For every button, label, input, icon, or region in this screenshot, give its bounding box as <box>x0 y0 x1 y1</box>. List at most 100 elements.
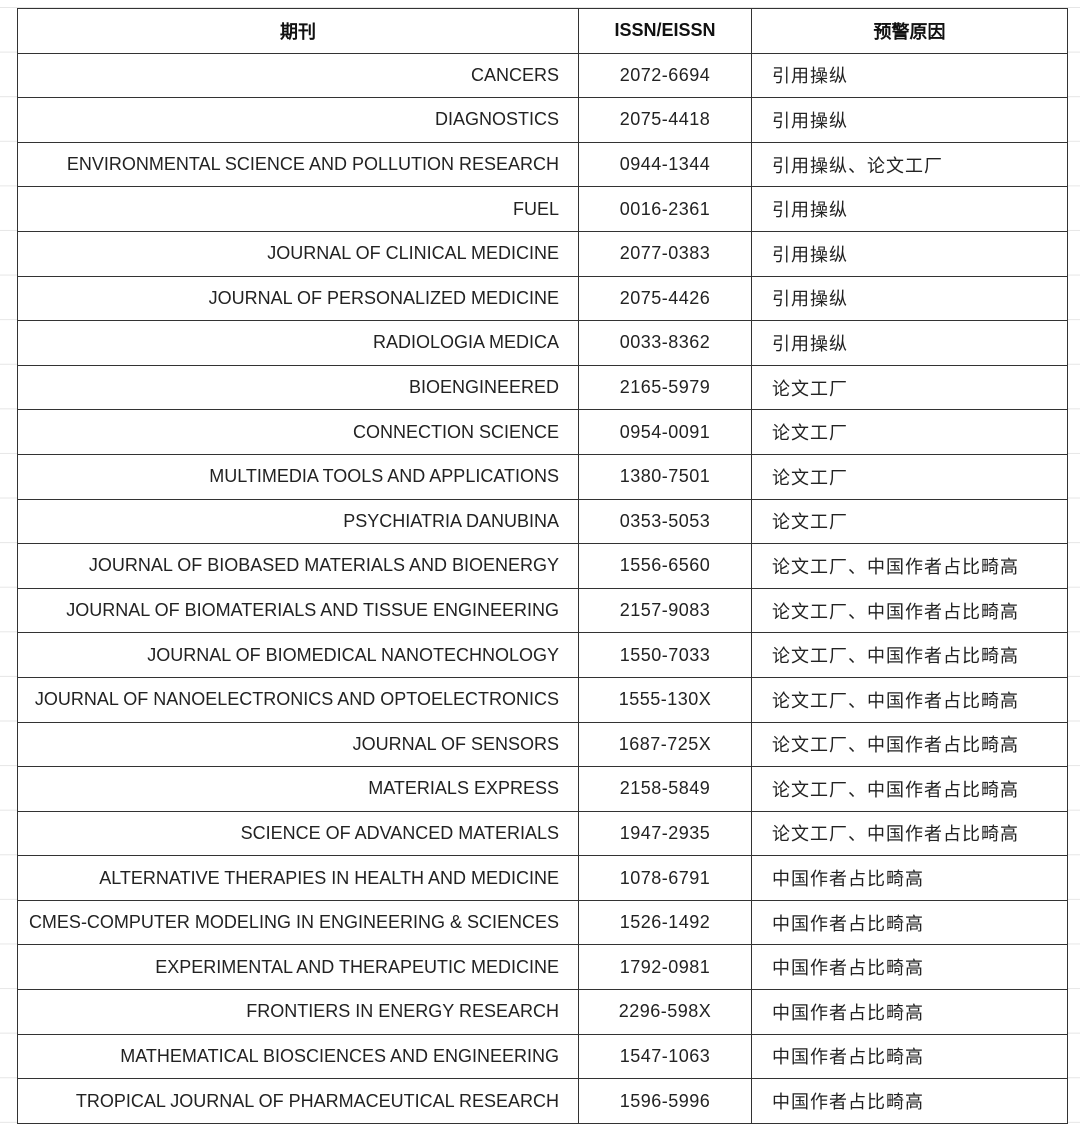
issn-cell: 1596-5996 <box>578 1078 752 1124</box>
journal-cell: EXPERIMENTAL AND THERAPEUTIC MEDICINE <box>17 944 579 991</box>
issn-cell: 1555-130X <box>578 676 752 723</box>
reason-cell: 中国作者占比畸高 <box>751 1078 1068 1124</box>
journal-cell: MATERIALS EXPRESS <box>17 766 579 812</box>
reason-cell: 引用操纵 <box>751 230 1068 277</box>
reason-cell: 引用操纵 <box>751 52 1068 99</box>
issn-cell: 2072-6694 <box>578 52 752 99</box>
reason-cell: 论文工厂 <box>751 364 1068 411</box>
issn-cell: 2165-5979 <box>578 364 752 411</box>
header-reason: 预警原因 <box>751 8 1068 54</box>
issn-cell: 0944-1344 <box>578 141 752 188</box>
table-row: FRONTIERS IN ENERGY RESEARCH 2296-598X 中国作… <box>17 989 1068 1035</box>
issn-cell: 2075-4418 <box>578 97 752 143</box>
table-row: FUEL 0016-2361 引用操纵 <box>17 186 1068 232</box>
reason-cell: 引用操纵 <box>751 320 1068 366</box>
journal-cell: DIAGNOSTICS <box>17 97 579 143</box>
table-row: JOURNAL OF BIOMEDICAL NANOTECHNOLOGY 1550… <box>17 632 1068 678</box>
issn-cell: 2075-4426 <box>578 275 752 322</box>
issn-cell: 1380-7501 <box>578 453 752 500</box>
reason-cell: 中国作者占比畸高 <box>751 989 1068 1035</box>
journal-cell: JOURNAL OF SENSORS <box>17 721 579 768</box>
table-row: JOURNAL OF SENSORS 1687-725X 论文工厂、中国作者占比畸高 <box>17 721 1068 768</box>
journal-cell: FUEL <box>17 186 579 232</box>
reason-cell: 论文工厂、中国作者占比畸高 <box>751 721 1068 768</box>
issn-cell: 2077-0383 <box>578 230 752 277</box>
journal-cell: JOURNAL OF NANOELECTRONICS AND OPTOELECT… <box>17 676 579 723</box>
journal-cell: MATHEMATICAL BIOSCIENCES AND ENGINEERING <box>17 1033 579 1080</box>
table-row: DIAGNOSTICS 2075-4418 引用操纵 <box>17 97 1068 143</box>
table-row: TROPICAL JOURNAL OF PHARMACEUTICAL RESEA… <box>17 1078 1068 1124</box>
reason-cell: 引用操纵 <box>751 275 1068 322</box>
journal-warning-table: 期刊 ISSN/EISSN 预警原因 CANCERS 2072-6694 引用操纵 D… <box>17 8 1068 1124</box>
reason-cell: 论文工厂、中国作者占比畸高 <box>751 766 1068 812</box>
reason-cell: 论文工厂 <box>751 453 1068 500</box>
issn-cell: 1526-1492 <box>578 899 752 946</box>
table-row: MULTIMEDIA TOOLS AND APPLICATIONS 1380-75… <box>17 453 1068 500</box>
issn-cell: 0016-2361 <box>578 186 752 232</box>
journal-cell: TROPICAL JOURNAL OF PHARMACEUTICAL RESEA… <box>17 1078 579 1124</box>
issn-cell: 1550-7033 <box>578 632 752 678</box>
reason-cell: 中国作者占比畸高 <box>751 1033 1068 1080</box>
table-row: JOURNAL OF NANOELECTRONICS AND OPTOELECT… <box>17 676 1068 723</box>
table-row: MATERIALS EXPRESS 2158-5849 论文工厂、中国作者占比畸高 <box>17 766 1068 812</box>
reason-cell: 中国作者占比畸高 <box>751 899 1068 946</box>
reason-cell: 引用操纵 <box>751 97 1068 143</box>
issn-cell: 2296-598X <box>578 989 752 1035</box>
journal-cell: JOURNAL OF BIOMEDICAL NANOTECHNOLOGY <box>17 632 579 678</box>
issn-cell: 0954-0091 <box>578 409 752 455</box>
reason-cell: 论文工厂、中国作者占比畸高 <box>751 587 1068 634</box>
table-row: SCIENCE OF ADVANCED MATERIALS 1947-2935 论文… <box>17 810 1068 857</box>
issn-cell: 1078-6791 <box>578 855 752 901</box>
reason-cell: 中国作者占比畸高 <box>751 855 1068 901</box>
journal-cell: JOURNAL OF PERSONALIZED MEDICINE <box>17 275 579 322</box>
table-row: ALTERNATIVE THERAPIES IN HEALTH AND MEDI… <box>17 855 1068 901</box>
header-issn: ISSN/EISSN <box>578 8 752 54</box>
table-row: EXPERIMENTAL AND THERAPEUTIC MEDICINE 179… <box>17 944 1068 991</box>
issn-cell: 0033-8362 <box>578 320 752 366</box>
table-row: ENVIRONMENTAL SCIENCE AND POLLUTION RESE… <box>17 141 1068 188</box>
table-row: JOURNAL OF CLINICAL MEDICINE 2077-0383 引用操… <box>17 230 1068 277</box>
table-row: CONNECTION SCIENCE 0954-0091 论文工厂 <box>17 409 1068 455</box>
journal-cell: JOURNAL OF BIOBASED MATERIALS AND BIOENE… <box>17 543 579 589</box>
journal-cell: JOURNAL OF BIOMATERIALS AND TISSUE ENGIN… <box>17 587 579 634</box>
reason-cell: 论文工厂、中国作者占比畸高 <box>751 632 1068 678</box>
table-row: JOURNAL OF BIOBASED MATERIALS AND BIOENE… <box>17 543 1068 589</box>
issn-cell: 2158-5849 <box>578 766 752 812</box>
header-journal: 期刊 <box>17 8 579 54</box>
issn-cell: 0353-5053 <box>578 498 752 545</box>
reason-cell: 论文工厂、中国作者占比畸高 <box>751 543 1068 589</box>
reason-cell: 论文工厂、中国作者占比畸高 <box>751 676 1068 723</box>
table-row: CANCERS 2072-6694 引用操纵 <box>17 52 1068 99</box>
journal-cell: ENVIRONMENTAL SCIENCE AND POLLUTION RESE… <box>17 141 579 188</box>
table-row: RADIOLOGIA MEDICA 0033-8362 引用操纵 <box>17 320 1068 366</box>
issn-cell: 1792-0981 <box>578 944 752 991</box>
journal-cell: FRONTIERS IN ENERGY RESEARCH <box>17 989 579 1035</box>
reason-cell: 论文工厂 <box>751 498 1068 545</box>
table-row: CMES-COMPUTER MODELING IN ENGINEERING & … <box>17 899 1068 946</box>
table-row: BIOENGINEERED 2165-5979 论文工厂 <box>17 364 1068 411</box>
issn-cell: 1947-2935 <box>578 810 752 857</box>
journal-cell: PSYCHIATRIA DANUBINA <box>17 498 579 545</box>
table-row: MATHEMATICAL BIOSCIENCES AND ENGINEERING… <box>17 1033 1068 1080</box>
header-row: 期刊 ISSN/EISSN 预警原因 <box>17 8 1068 54</box>
reason-cell: 论文工厂、中国作者占比畸高 <box>751 810 1068 857</box>
journal-cell: RADIOLOGIA MEDICA <box>17 320 579 366</box>
journal-cell: MULTIMEDIA TOOLS AND APPLICATIONS <box>17 453 579 500</box>
reason-cell: 中国作者占比畸高 <box>751 944 1068 991</box>
journal-cell: JOURNAL OF CLINICAL MEDICINE <box>17 230 579 277</box>
reason-cell: 引用操纵、论文工厂 <box>751 141 1068 188</box>
table-row: JOURNAL OF BIOMATERIALS AND TISSUE ENGIN… <box>17 587 1068 634</box>
reason-cell: 引用操纵 <box>751 186 1068 232</box>
journal-cell: BIOENGINEERED <box>17 364 579 411</box>
journal-cell: CONNECTION SCIENCE <box>17 409 579 455</box>
issn-cell: 2157-9083 <box>578 587 752 634</box>
issn-cell: 1556-6560 <box>578 543 752 589</box>
journal-cell: SCIENCE OF ADVANCED MATERIALS <box>17 810 579 857</box>
table-row: PSYCHIATRIA DANUBINA 0353-5053 论文工厂 <box>17 498 1068 545</box>
issn-cell: 1547-1063 <box>578 1033 752 1080</box>
journal-cell: ALTERNATIVE THERAPIES IN HEALTH AND MEDI… <box>17 855 579 901</box>
reason-cell: 论文工厂 <box>751 409 1068 455</box>
table-row: JOURNAL OF PERSONALIZED MEDICINE 2075-442… <box>17 275 1068 322</box>
issn-cell: 1687-725X <box>578 721 752 768</box>
journal-cell: CANCERS <box>17 52 579 99</box>
